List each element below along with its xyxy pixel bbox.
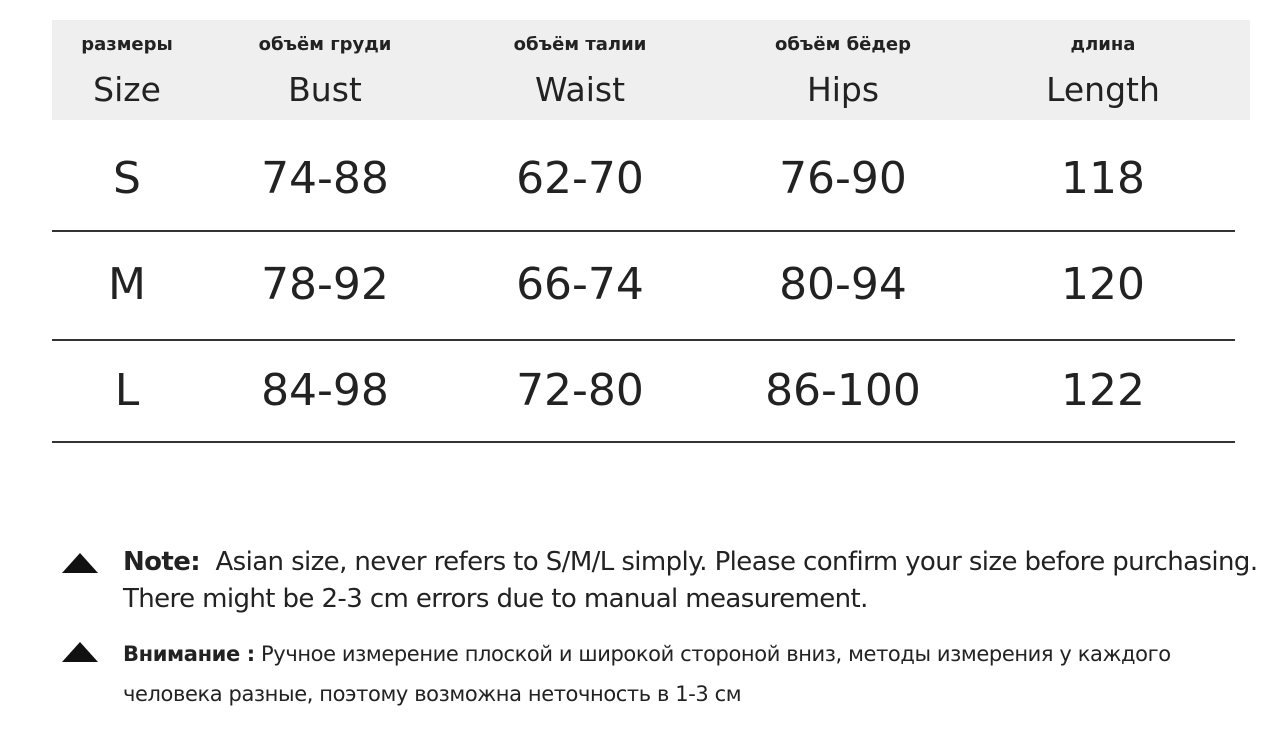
table-cell: S (113, 153, 141, 204)
column-header-en: Length (1046, 70, 1160, 109)
note: Внимание : Ручное измерение плоской и ши… (123, 634, 1263, 714)
column-header-ru: размеры (81, 34, 173, 55)
table-cell: 66-74 (516, 259, 644, 310)
table-cell: 84-98 (261, 365, 389, 416)
note-text: Ручное измерение плоской и широкой сторо… (123, 642, 1171, 706)
row-divider (52, 230, 1235, 232)
column-header-ru: объём талии (513, 34, 647, 55)
table-cell: 118 (1061, 153, 1145, 204)
table-cell: 120 (1061, 259, 1145, 310)
column-header-ru: длина (1070, 34, 1136, 55)
header-band (52, 20, 1250, 120)
table-cell: L (114, 365, 140, 416)
note-icon (62, 642, 98, 662)
note: Note: Asian size, never refers to S/M/L … (123, 544, 1268, 618)
note-text: Asian size, never refers to S/M/L simply… (123, 547, 1258, 614)
note-label: Внимание : (123, 642, 255, 666)
column-header-en: Hips (806, 70, 880, 109)
column-header-en: Bust (288, 70, 362, 109)
table-cell: 62-70 (516, 153, 644, 204)
table-cell: 78-92 (261, 259, 389, 310)
table-cell: 80-94 (779, 259, 907, 310)
note-label: Note: (123, 547, 201, 577)
column-header-en: Size (93, 70, 161, 109)
row-divider (52, 441, 1235, 443)
table-cell: 86-100 (765, 365, 921, 416)
column-header-ru: объём груди (258, 34, 392, 55)
table-cell: M (108, 259, 146, 310)
note-icon (62, 553, 98, 573)
row-divider (52, 339, 1235, 341)
table-cell: 122 (1061, 365, 1145, 416)
table-cell: 76-90 (779, 153, 907, 204)
table-cell: 72-80 (516, 365, 644, 416)
table-cell: 74-88 (261, 153, 389, 204)
column-header-en: Waist (534, 70, 626, 109)
column-header-ru: объём бёдер (774, 34, 912, 55)
